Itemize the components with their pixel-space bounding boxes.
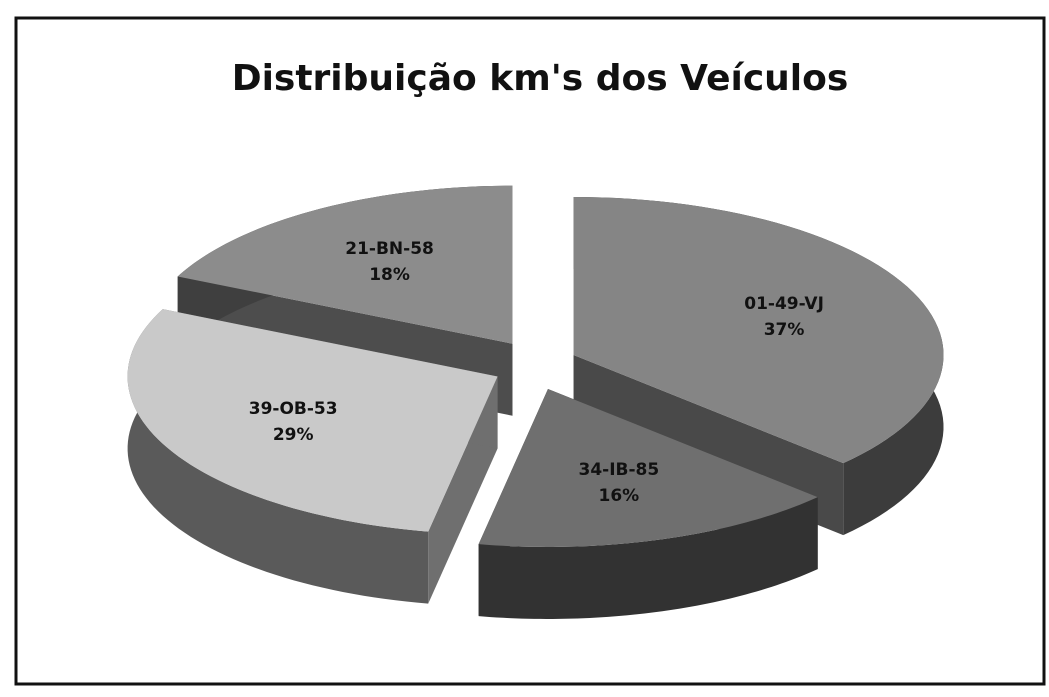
- slice-value-label: 29%: [273, 425, 314, 445]
- slice-label: 01-49-VJ: [744, 294, 824, 314]
- slice: [127, 309, 498, 532]
- slice-edge: [127, 309, 429, 604]
- slice-label: 34-IB-85: [579, 460, 660, 480]
- slice: [478, 388, 818, 547]
- slice-label: 21-BN-58: [345, 239, 434, 259]
- slice-value-label: 18%: [369, 265, 410, 285]
- slice-value-label: 37%: [764, 320, 805, 340]
- slice: [177, 185, 513, 344]
- slice-label: 39-OB-53: [249, 399, 338, 419]
- slice-value-label: 16%: [599, 486, 640, 506]
- slice-edge: [478, 497, 818, 619]
- slice: [573, 196, 944, 464]
- chart-title: Distribuição km's dos Veículos: [232, 58, 849, 99]
